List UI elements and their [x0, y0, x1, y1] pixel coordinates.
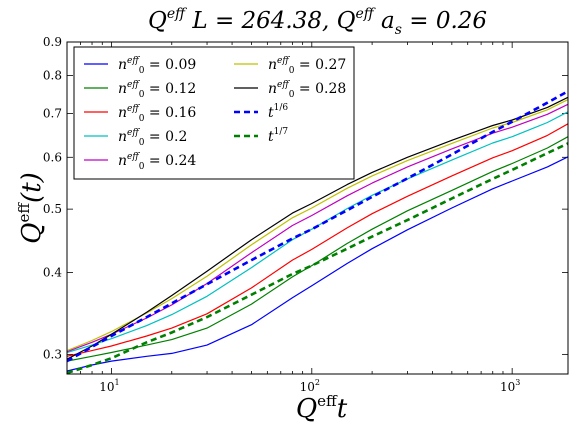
series-lines [67, 90, 568, 374]
plot-border [66, 41, 569, 375]
legend-box [73, 46, 355, 180]
series-line [67, 111, 568, 354]
legend-label: neff0 = 0.16 [118, 104, 196, 124]
series-line [67, 96, 568, 360]
y-axis-label: Qeff(t) [15, 172, 47, 244]
y-tick-label: 0.4 [43, 266, 62, 280]
legend: neff0 = 0.09 neff0 = 0.12 neff0 = 0.16 neff… [73, 46, 355, 180]
legend-label: neff0 = 0.24 [118, 152, 196, 172]
series-line [67, 103, 568, 353]
series-line [67, 123, 568, 357]
axis-ticks: 101 102 103 0.3 0.4 0.5 0.6 0.7 0.8 0.9 [43, 35, 568, 394]
series-line [67, 156, 568, 372]
y-tick-label: 0.3 [43, 347, 62, 361]
x-axis-label-text: Qefft [296, 392, 348, 424]
y-tick-label: 0.5 [43, 202, 62, 216]
legend-label: t1/6 [268, 103, 288, 121]
x-axis-label: Qefft [296, 392, 348, 424]
legend-label: neff0 = 0.12 [118, 80, 196, 100]
y-tick-label: 0.9 [43, 35, 62, 49]
series-line [67, 142, 568, 374]
x-tick-label: 102 [300, 378, 320, 394]
legend-label: t1/7 [268, 127, 288, 145]
legend-label: neff0 = 0.2 [118, 128, 187, 148]
x-tick-label: 101 [99, 378, 119, 394]
legend-label: neff0 = 0.28 [268, 80, 346, 100]
legend-label: neff0 = 0.27 [268, 56, 346, 76]
chart-title: Qeff L = 264.38, Qeff as = 0.26 [148, 6, 487, 38]
legend-label: neff0 = 0.09 [118, 56, 196, 76]
y-tick-label: 0.8 [43, 68, 62, 82]
y-tick-label: 0.7 [43, 106, 62, 120]
y-axis-label-text: Qeff(t) [15, 172, 47, 244]
x-tick-label: 103 [500, 378, 520, 394]
plot-frame [66, 41, 569, 375]
y-tick-label: 0.6 [43, 150, 62, 164]
chart-title-text: Qeff L = 264.38, Qeff as = 0.26 [148, 6, 487, 38]
series-line [67, 90, 568, 363]
